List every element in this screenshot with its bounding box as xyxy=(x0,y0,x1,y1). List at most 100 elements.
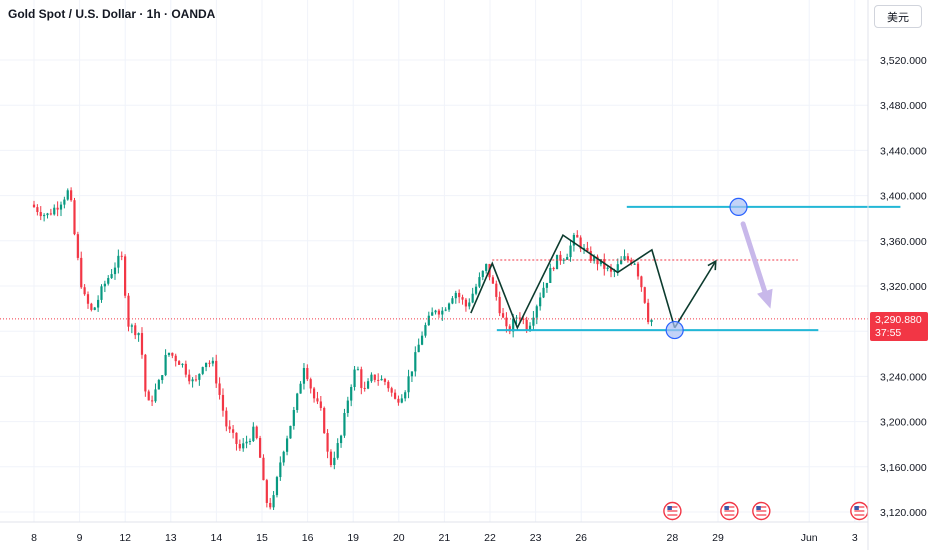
chart-title: Gold Spot / U.S. Dollar · 1h · OANDA xyxy=(8,7,216,21)
candle-body xyxy=(329,451,333,466)
candle-body xyxy=(468,302,471,307)
candle-body xyxy=(593,256,596,262)
candle-body xyxy=(70,190,73,201)
candle-body xyxy=(191,379,194,382)
candle-body xyxy=(393,392,397,399)
candle-body xyxy=(46,213,49,216)
currency-button[interactable]: 美元 xyxy=(874,5,922,28)
candle-body xyxy=(387,381,390,389)
price-axis-tick-label: 3,120.000 xyxy=(880,507,927,519)
candle-body xyxy=(120,255,123,257)
candle-body xyxy=(309,379,312,389)
event-flag-icon[interactable] xyxy=(663,501,682,521)
candle-body xyxy=(437,310,441,315)
time-axis-tick-label: 9 xyxy=(77,532,83,544)
candle-body xyxy=(370,374,373,382)
time-axis-tick-label: 13 xyxy=(165,532,177,544)
candle-body xyxy=(32,204,36,208)
candle-body xyxy=(555,254,559,270)
candle-body xyxy=(515,317,518,319)
candle-body xyxy=(242,443,245,449)
candle-body xyxy=(623,256,626,261)
projection-arrow-line[interactable] xyxy=(673,260,717,329)
time-axis-tick-label: 19 xyxy=(347,532,359,544)
candle-body xyxy=(319,401,322,408)
marker-circle[interactable] xyxy=(665,320,684,340)
time-axis-tick-label: 21 xyxy=(439,532,451,544)
candle-body xyxy=(272,495,275,508)
candle-body xyxy=(407,376,410,393)
candle-body xyxy=(56,207,59,210)
candle-body xyxy=(647,302,650,323)
candle-body xyxy=(461,297,464,300)
candle-body xyxy=(589,250,592,262)
pattern-zigzag[interactable] xyxy=(470,233,676,330)
candle-body xyxy=(579,237,582,249)
candle-body xyxy=(73,200,76,235)
candle-body xyxy=(397,398,400,403)
candle-body xyxy=(63,199,66,205)
event-flag-icon[interactable] xyxy=(752,501,771,521)
event-flag-icon[interactable] xyxy=(720,501,739,521)
candle-body xyxy=(228,426,231,430)
candle-body xyxy=(127,295,130,327)
candle-body xyxy=(151,400,154,402)
time-axis-tick-label: 15 xyxy=(256,532,268,544)
candle-body xyxy=(350,387,353,401)
candle-body xyxy=(194,379,198,381)
candle-body xyxy=(262,457,265,481)
candle-body xyxy=(545,282,549,288)
event-flag-icon[interactable] xyxy=(850,501,869,521)
candle-body xyxy=(427,315,430,326)
marker-circle[interactable] xyxy=(729,197,748,216)
candle-body xyxy=(110,274,113,279)
time-axis-tick-label: 8 xyxy=(31,532,37,544)
candle-body xyxy=(316,398,319,402)
drop-arrow-shaft[interactable] xyxy=(740,221,769,300)
candle-body xyxy=(282,451,285,463)
candle-body xyxy=(380,378,383,381)
candle-body xyxy=(161,375,164,381)
candle-body xyxy=(103,283,106,287)
candle-body xyxy=(582,247,586,249)
candle-body xyxy=(201,367,204,374)
candle-body xyxy=(491,277,495,284)
time-axis-tick-label: 14 xyxy=(211,532,223,544)
candle-body xyxy=(400,398,403,403)
time-axis-tick-label: Jun xyxy=(801,532,818,544)
candle-body xyxy=(640,276,643,288)
candle-body xyxy=(154,389,157,402)
candle-body xyxy=(444,309,447,311)
candle-body xyxy=(356,369,360,371)
price-axis-tick-label: 3,240.000 xyxy=(880,371,927,383)
candle-body xyxy=(414,352,417,372)
candle-body xyxy=(289,425,292,439)
current-price-tag: 3,290.880 37:55 xyxy=(870,312,928,341)
candle-body xyxy=(231,429,235,433)
candle-body xyxy=(339,435,343,444)
candle-body xyxy=(134,325,137,336)
candle-body xyxy=(93,307,96,310)
candle-body xyxy=(285,438,289,452)
candle-body xyxy=(353,369,356,388)
candle-body xyxy=(83,287,86,295)
candle-body xyxy=(508,326,511,332)
candle-body xyxy=(586,247,589,251)
candle-body xyxy=(447,303,451,310)
candle-body xyxy=(373,374,376,380)
candle-body xyxy=(302,367,306,384)
candle-body xyxy=(650,319,653,323)
candle-body xyxy=(424,325,427,336)
candle-body xyxy=(410,371,414,377)
candle-body xyxy=(140,333,144,355)
candle-body xyxy=(366,381,370,389)
candle-body xyxy=(458,292,461,298)
candle-body xyxy=(404,392,407,399)
candle-body xyxy=(181,363,184,365)
candle-body xyxy=(174,355,177,362)
candle-body xyxy=(137,333,140,336)
candle-body xyxy=(501,313,505,318)
candle-body xyxy=(218,383,221,395)
